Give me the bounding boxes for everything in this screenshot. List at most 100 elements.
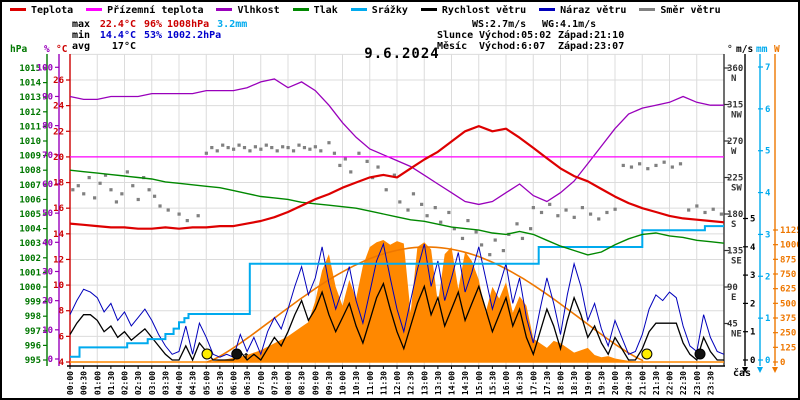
sunrise-time: Východ:05:02 [479,30,552,41]
svg-text:08:30: 08:30 [298,371,307,395]
moonset-time: Západ:23:07 [558,41,625,52]
svg-text:čas: čas [733,367,751,379]
svg-text:2: 2 [765,272,770,282]
svg-text:04:30: 04:30 [189,371,198,395]
svg-text:360: 360 [727,64,743,74]
svg-text:19:30: 19:30 [597,371,606,395]
svg-text:4: 4 [765,189,771,199]
legend: Teplota Přízemní teplota Vlhkost Tlak Srážky… [10,5,721,16]
svg-text:17:30: 17:30 [543,371,552,395]
wind-gust-stat: WG:4.1m/s [542,19,597,30]
svg-text:1011: 1011 [19,122,41,132]
stats-min-row: min 14.4°C 53% 1002.2hPa [72,30,221,41]
chart-date-title: 9.6.2024 [364,46,440,62]
svg-text:07:30: 07:30 [270,371,279,395]
svg-text:22: 22 [53,127,64,137]
series-pressure [69,169,725,256]
svg-text:22:00: 22:00 [666,371,675,395]
svg-text:20: 20 [42,297,53,307]
legend-color-dash [639,8,656,11]
legend-item-label: Rychlost větru [441,5,527,16]
svg-text:996: 996 [25,341,41,351]
svg-text:19:00: 19:00 [584,371,593,395]
svg-text:20: 20 [53,153,64,163]
svg-text:14:30: 14:30 [461,371,470,395]
svg-text:NE: NE [731,330,742,340]
svg-text:1007: 1007 [19,181,41,191]
legend-item: Přízemní teplota [86,5,203,16]
legend-item: Náraz větru [539,5,626,16]
svg-text:995: 995 [25,356,41,366]
legend-item: Vlhkost [216,5,280,16]
svg-text:21:00: 21:00 [638,371,647,395]
svg-text:1: 1 [750,328,755,338]
series-wind-direction [71,141,723,257]
svg-text:4: 4 [59,358,65,368]
svg-text:SE: SE [731,257,742,267]
svg-text:45: 45 [727,320,738,330]
svg-text:10: 10 [53,281,64,291]
svg-text:1010: 1010 [19,137,41,147]
svg-text:1: 1 [765,314,770,324]
legend-item-label: Náraz větru [560,5,627,16]
svg-text:01:00: 01:00 [93,371,102,395]
svg-text:12: 12 [53,255,64,265]
svg-text:1009: 1009 [19,152,41,162]
svg-text:06:30: 06:30 [243,371,252,395]
stats-max-pressure: 1008hPa [167,19,210,30]
svg-text:11:30: 11:30 [379,371,388,395]
sunset-time: Západ:21:10 [558,30,625,41]
svg-text:17:00: 17:00 [529,371,538,395]
legend-item: Tlak [292,5,338,16]
svg-text:180: 180 [727,210,743,220]
sunrise-marker-icon [201,348,213,360]
series-rain-cumulative [70,225,724,358]
svg-text:16: 16 [53,204,64,214]
legend-item-label: Přízemní teplota [107,5,204,16]
svg-text:225: 225 [727,174,743,184]
svg-text:1008: 1008 [19,166,41,176]
svg-text:270: 270 [727,137,743,147]
svg-text:997: 997 [25,327,41,337]
svg-text:07:00: 07:00 [257,371,266,395]
svg-text:12:00: 12:00 [393,371,402,395]
wind-speed-stat: WS:2.7m/s [472,19,527,30]
svg-text:60: 60 [42,180,53,190]
svg-text:04:00: 04:00 [175,371,184,395]
svg-text:13:30: 13:30 [434,371,443,395]
svg-text:250: 250 [780,329,796,339]
svg-text:1000: 1000 [780,241,800,251]
svg-text:m/s: m/s [736,44,753,55]
svg-text:0: 0 [765,356,770,366]
svg-text:1004: 1004 [19,225,41,235]
svg-text:1000: 1000 [19,283,41,293]
svg-text:1005: 1005 [19,210,41,220]
svg-text:26: 26 [53,76,64,86]
series-temperature [69,124,725,230]
svg-text:°C: °C [56,44,68,55]
svg-text:750: 750 [780,270,796,280]
svg-text:°: ° [727,44,733,55]
svg-text:315: 315 [727,101,743,111]
svg-text:1125: 1125 [780,226,800,236]
stats-max-row: max 22.4°C 96% 1008hPa 3.2mm [72,19,247,30]
svg-text:03:00: 03:00 [148,371,157,395]
legend-item: Teplota [10,5,73,16]
svg-text:01:30: 01:30 [107,371,116,395]
svg-text:1001: 1001 [19,268,41,278]
svg-text:15:00: 15:00 [475,371,484,395]
legend-color-dash [420,8,437,11]
svg-text:0: 0 [780,358,785,368]
legend-color-dash [350,8,367,11]
svg-text:SW: SW [731,184,742,194]
stats-avg-row: avg 17°C [72,41,136,52]
svg-text:00:00: 00:00 [66,371,75,395]
svg-text:1012: 1012 [19,108,41,118]
svg-text:18: 18 [53,179,64,189]
svg-text:00:30: 00:30 [80,371,89,395]
svg-text:1013: 1013 [19,93,41,103]
stats-max-label: max [72,19,91,30]
svg-text:02:00: 02:00 [121,371,130,395]
